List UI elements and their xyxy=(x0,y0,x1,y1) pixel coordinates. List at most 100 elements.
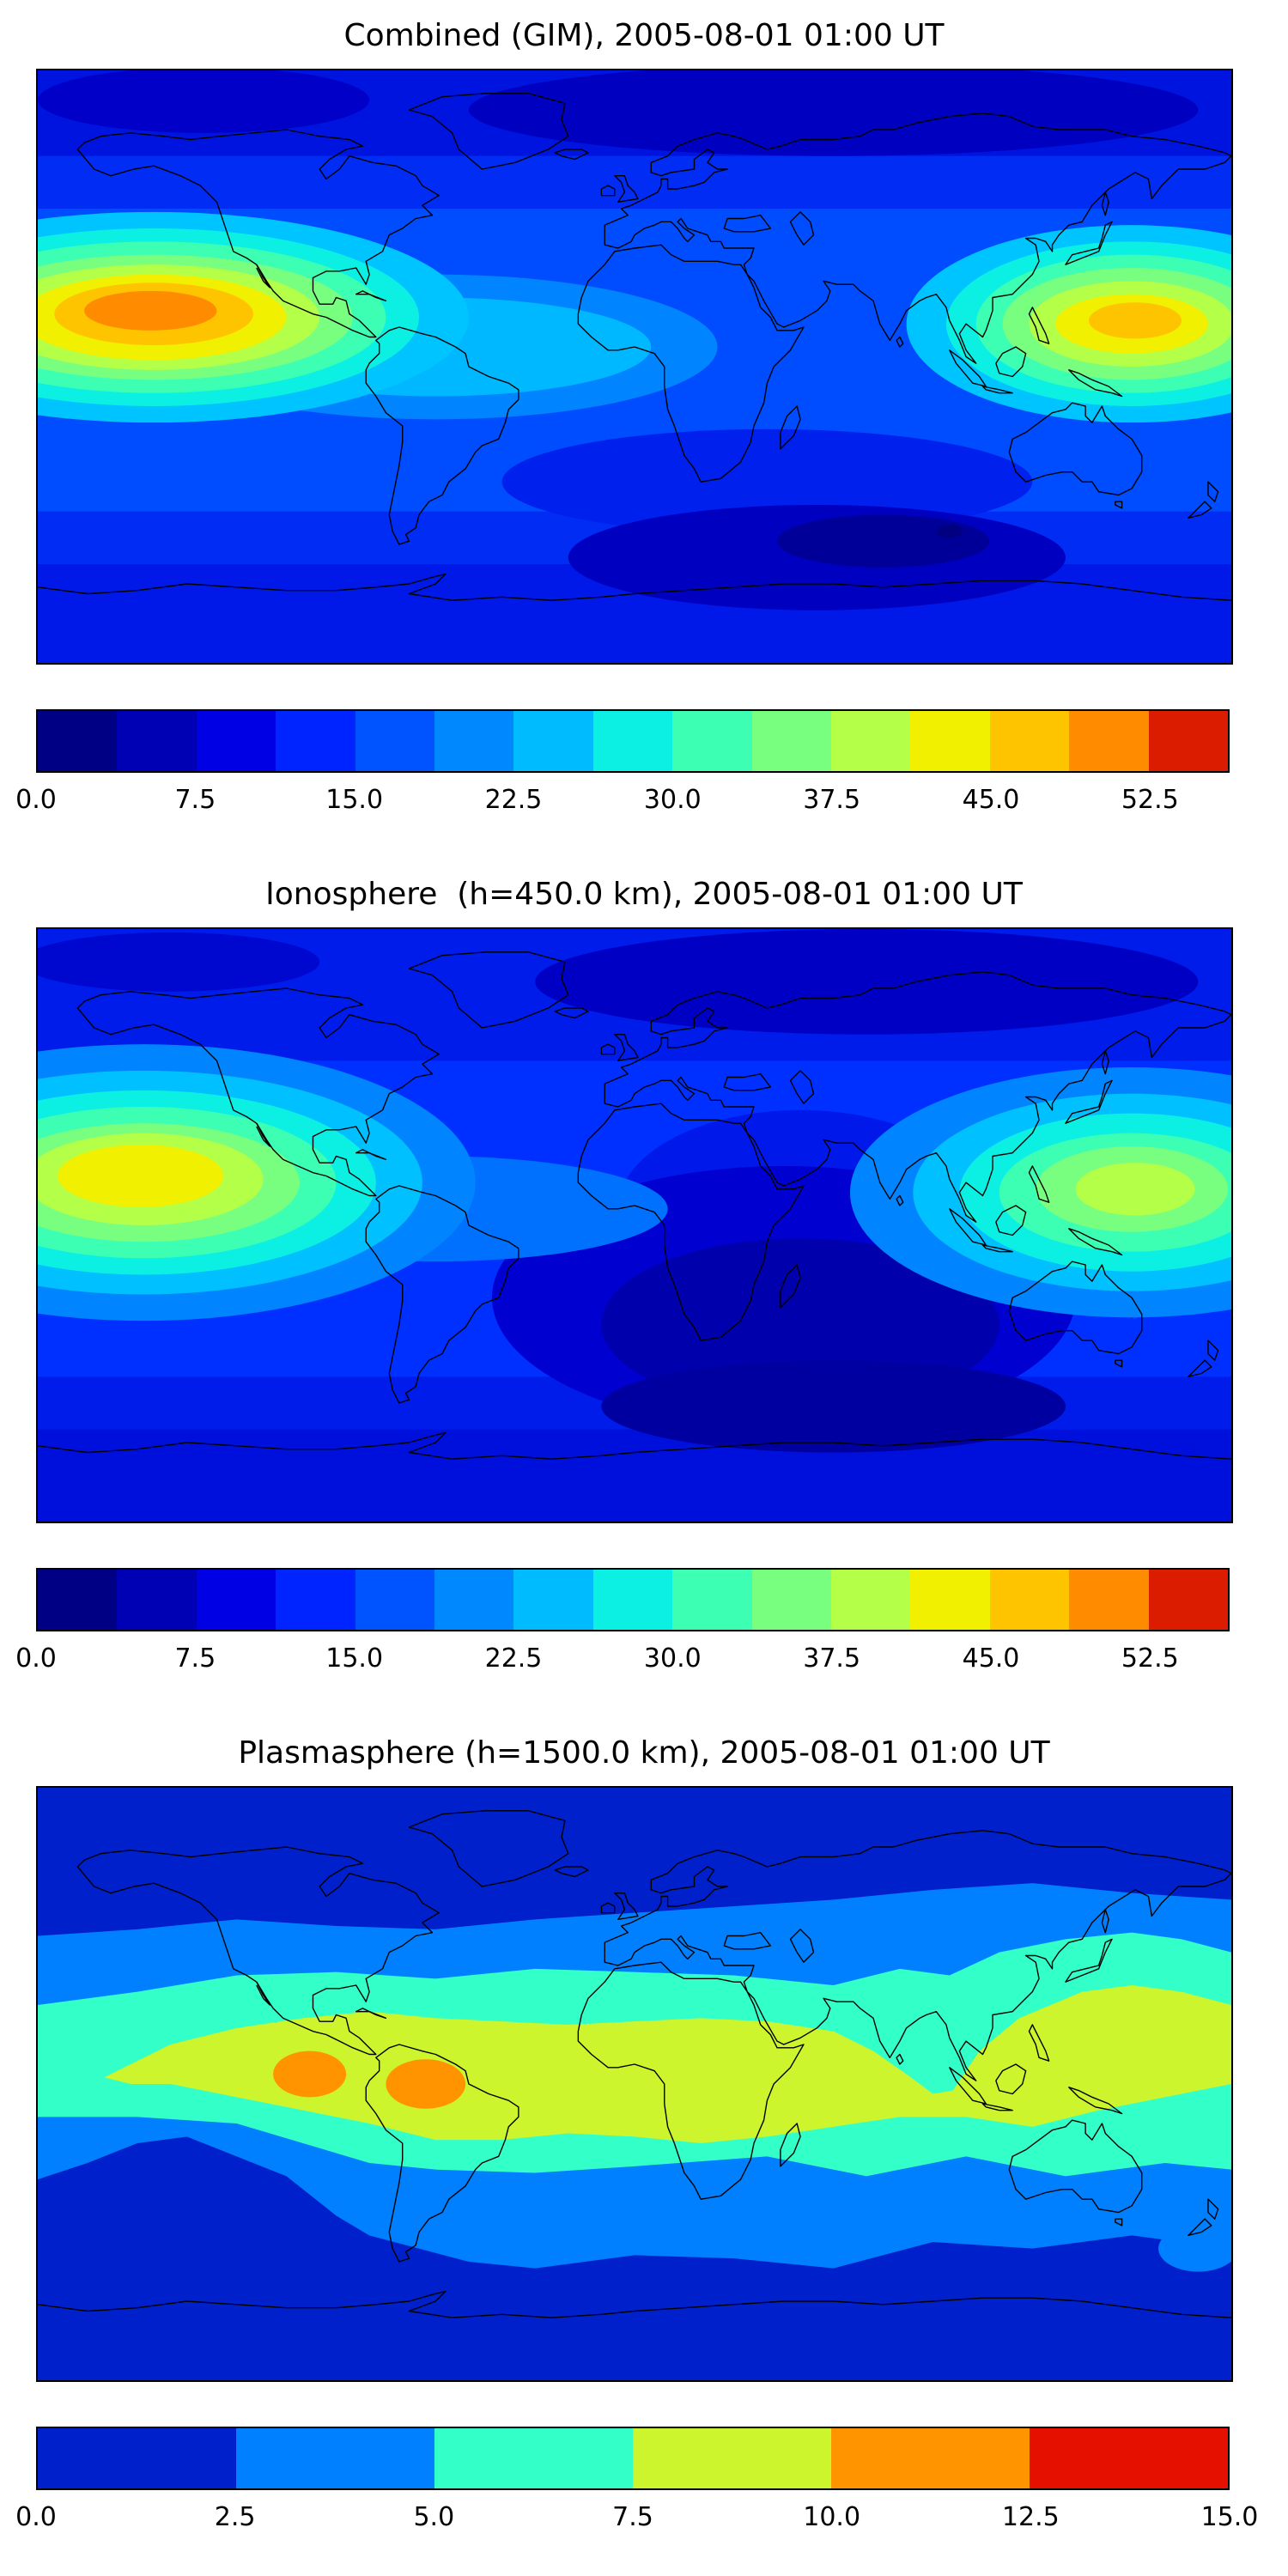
colorbar-tick-label: 0.0 xyxy=(15,785,57,815)
colorbar-band xyxy=(592,1570,673,1630)
coastline xyxy=(615,1893,638,1920)
coastline xyxy=(1066,1939,1112,1982)
coastline xyxy=(615,176,638,203)
coastline xyxy=(1029,2025,1048,2061)
coastline xyxy=(1115,501,1122,508)
coastline xyxy=(724,216,770,232)
contour-band xyxy=(38,70,370,133)
colorbar-tick-label: 15.0 xyxy=(1200,2502,1259,2532)
colorbar-gradient xyxy=(36,2427,1230,2490)
colorbar-band xyxy=(196,1570,276,1630)
colorbar-band xyxy=(910,1570,990,1630)
contour-band xyxy=(273,2050,347,2098)
coastline xyxy=(1208,2199,1218,2219)
colorbar-band xyxy=(513,711,593,771)
colorbar-tick-label: 37.5 xyxy=(803,1643,861,1674)
colorbar-band xyxy=(196,711,276,771)
coastline xyxy=(356,291,386,301)
colorbar-band xyxy=(831,1570,911,1630)
coastline xyxy=(257,1123,270,1146)
coastline xyxy=(77,130,439,337)
contour-band xyxy=(936,525,963,538)
coastline xyxy=(724,1074,770,1091)
coastline xyxy=(1115,1360,1122,1367)
coastline xyxy=(615,1035,638,1061)
coastline xyxy=(1102,192,1109,216)
colorbar-band xyxy=(1069,1570,1149,1630)
contour-band xyxy=(1158,2225,1231,2272)
coastline xyxy=(605,972,1231,1222)
colorbar-band xyxy=(355,711,435,771)
coastline xyxy=(1009,1261,1141,1353)
colorbar-band xyxy=(672,1570,752,1630)
colorbar-band xyxy=(38,1570,118,1630)
coastline xyxy=(38,2292,1231,2318)
coastline xyxy=(1069,2087,1122,2114)
colorbar-tick-label: 5.0 xyxy=(413,2502,455,2532)
colorbar-band xyxy=(633,2428,831,2488)
coastline xyxy=(996,1206,1026,1236)
colorbar-band xyxy=(1069,711,1149,771)
coastline xyxy=(1188,2219,1212,2235)
coastline xyxy=(605,1831,1231,2081)
colorbar-tick-label: 0.0 xyxy=(15,2502,57,2532)
contour-band xyxy=(601,1360,1066,1453)
coastline xyxy=(781,2123,800,2166)
coastline xyxy=(896,2055,903,2065)
figure-title-plasmasphere: Plasmasphere (h=1500.0 km), 2005-08-01 0… xyxy=(238,1735,1050,1771)
contour-band xyxy=(777,514,990,568)
coastline xyxy=(996,2064,1026,2094)
colorbar-tick-labels: 0.0 2.5 5.0 7.5 10.0 12.5 15.0 xyxy=(15,2502,1258,2543)
coastline xyxy=(950,1209,986,1245)
contour-band xyxy=(469,70,1199,156)
colorbar-band xyxy=(672,711,752,771)
colorbar-band xyxy=(989,711,1070,771)
colorbar-band xyxy=(513,1570,593,1630)
coastline xyxy=(1188,1360,1212,1376)
colorbar-tick-label: 45.0 xyxy=(962,785,1020,815)
colorbar-ionosphere: 0.0 7.5 15.0 22.5 30.0 37.5 45.0 52.5 xyxy=(15,1568,1230,1685)
coastline xyxy=(896,1196,903,1206)
coastline xyxy=(790,1071,813,1103)
contour-band xyxy=(84,290,217,331)
colorbar-band xyxy=(434,2428,633,2488)
colorbar-band xyxy=(831,711,911,771)
coastline xyxy=(1009,2120,1141,2212)
colorbar-band xyxy=(38,711,118,771)
colorbar-band xyxy=(276,1570,355,1630)
coastline xyxy=(409,1811,568,1886)
colorbar-band xyxy=(831,2428,1030,2488)
coastline xyxy=(356,2008,386,2019)
coastline xyxy=(982,386,1012,393)
colorbar-tick-label: 22.5 xyxy=(484,785,543,815)
colorbar-tick-label: 30.0 xyxy=(643,785,702,815)
colorbar-tick-label: 7.5 xyxy=(174,785,216,815)
colorbar-band xyxy=(989,1570,1070,1630)
colorbar-tick-label: 10.0 xyxy=(803,2502,861,2532)
coastline xyxy=(1069,1229,1122,1255)
colorbar-tick-label: 12.5 xyxy=(1001,2502,1060,2532)
contour-band xyxy=(38,932,320,992)
colorbar-band xyxy=(117,1570,197,1630)
coastline xyxy=(950,2068,986,2104)
colorbar-gradient xyxy=(36,709,1230,773)
coastline xyxy=(555,1008,588,1018)
coastline xyxy=(781,1265,800,1308)
colorbar-band xyxy=(236,2428,434,2488)
coastline xyxy=(950,350,986,386)
coastline xyxy=(1029,1166,1048,1202)
colorbar-tick-label: 22.5 xyxy=(484,1643,543,1674)
colorbar-tick-label: 52.5 xyxy=(1121,785,1179,815)
coastline xyxy=(555,149,588,160)
coastline xyxy=(790,1929,813,1962)
coastline xyxy=(38,574,1231,601)
coastline xyxy=(257,1982,270,2005)
colorbar-band xyxy=(38,2428,236,2488)
coastline xyxy=(77,988,439,1196)
colorbar-band xyxy=(276,711,355,771)
coastline xyxy=(578,245,804,482)
colorbar-band xyxy=(355,1570,435,1630)
colorbar-tick-label: 7.5 xyxy=(174,1643,216,1674)
colorbar-tick-label: 37.5 xyxy=(803,785,861,815)
colorbar-tick-labels: 0.0 7.5 15.0 22.5 30.0 37.5 45.0 52.5 xyxy=(15,1643,1230,1685)
